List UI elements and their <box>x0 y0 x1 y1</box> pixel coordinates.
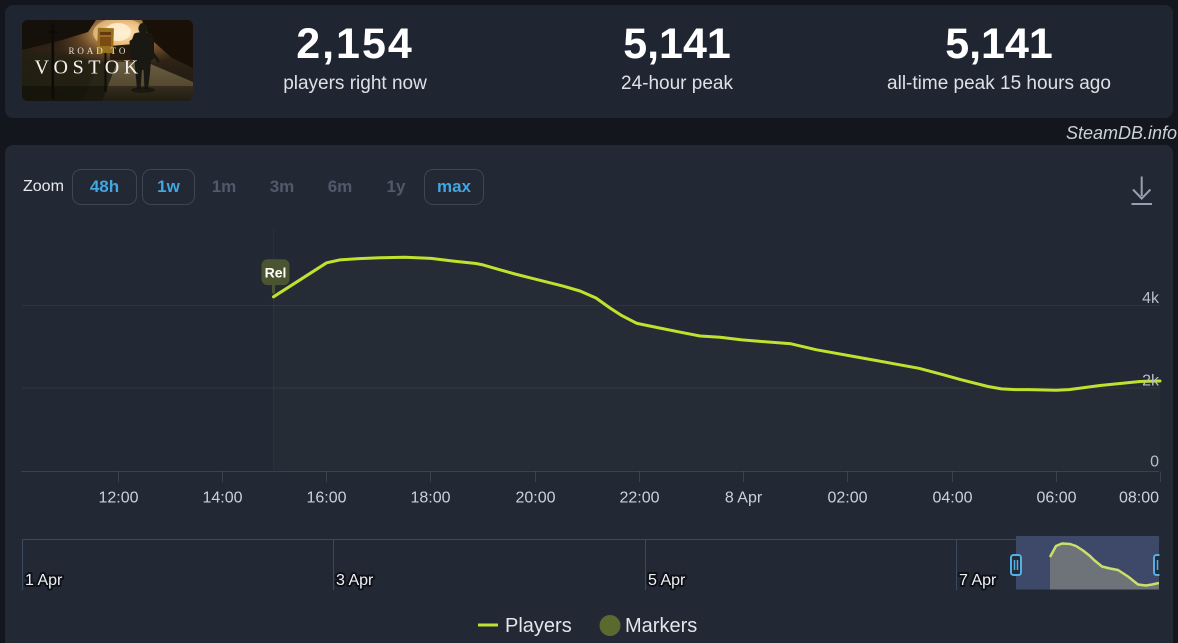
svg-text:14:00: 14:00 <box>202 490 242 507</box>
svg-text:Markers: Markers <box>625 615 697 637</box>
svg-text:04:00: 04:00 <box>932 490 972 507</box>
svg-text:ROAD TO: ROAD TO <box>69 46 129 56</box>
svg-text:22:00: 22:00 <box>619 490 659 507</box>
svg-text:Players: Players <box>505 615 572 637</box>
svg-text:16:00: 16:00 <box>306 490 346 507</box>
svg-text:0: 0 <box>1150 454 1159 471</box>
svg-text:8 Apr: 8 Apr <box>725 490 763 507</box>
svg-text:3 Apr: 3 Apr <box>336 572 374 589</box>
svg-text:20:00: 20:00 <box>515 490 555 507</box>
svg-text:2k: 2k <box>1142 373 1160 390</box>
svg-text:08:00: 08:00 <box>1119 490 1159 507</box>
svg-text:4k: 4k <box>1142 290 1160 307</box>
svg-text:1 Apr: 1 Apr <box>25 572 63 589</box>
svg-text:02:00: 02:00 <box>827 490 867 507</box>
svg-text:12:00: 12:00 <box>98 490 138 507</box>
svg-text:7 Apr: 7 Apr <box>959 572 997 589</box>
svg-text:18:00: 18:00 <box>410 490 450 507</box>
svg-text:06:00: 06:00 <box>1036 490 1076 507</box>
svg-text:Rel: Rel <box>265 265 287 281</box>
svg-text:5 Apr: 5 Apr <box>648 572 686 589</box>
svg-text:VOSTOK: VOSTOK <box>35 57 143 79</box>
